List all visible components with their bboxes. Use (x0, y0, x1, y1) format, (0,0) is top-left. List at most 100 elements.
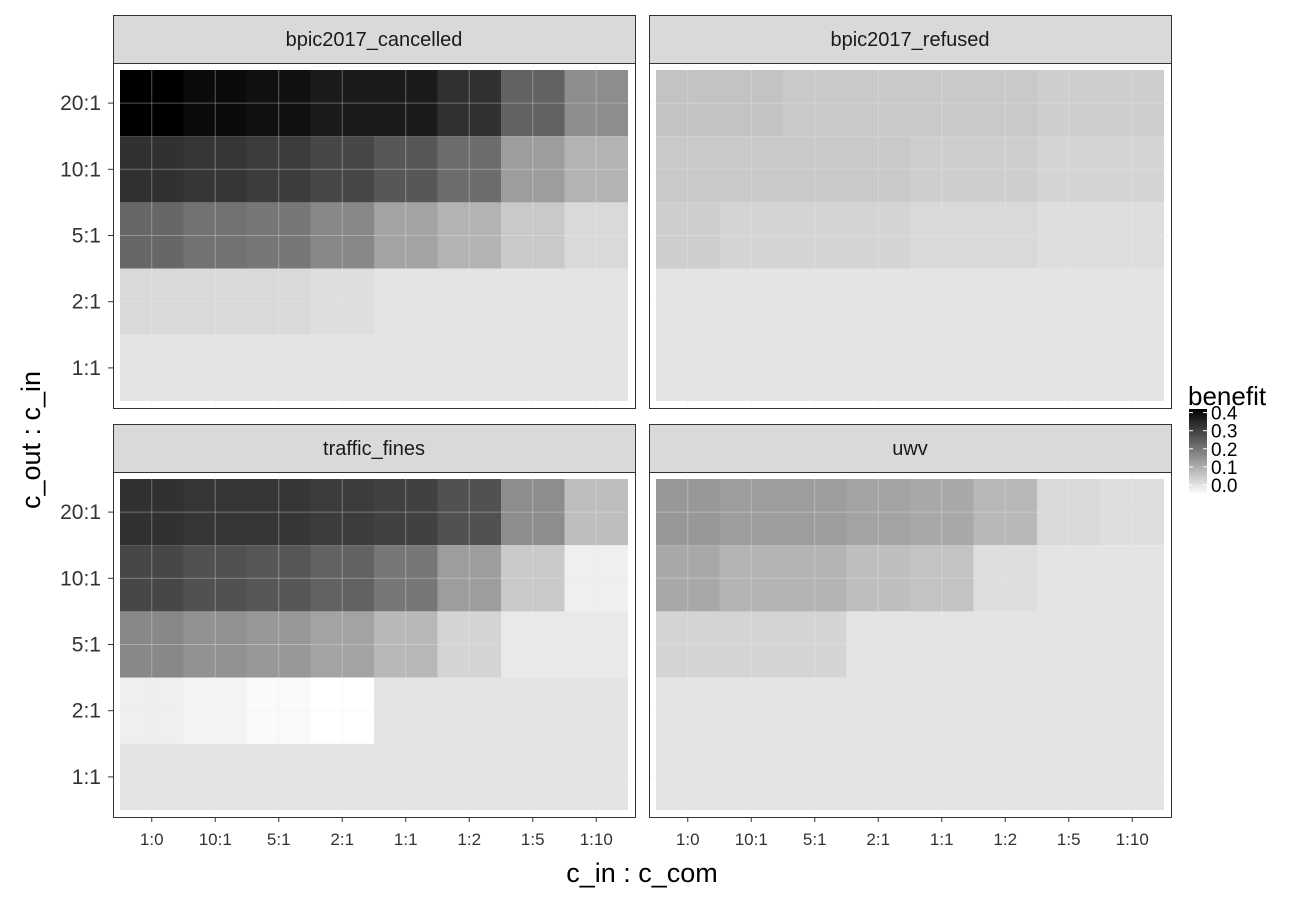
heatmap-tile (910, 334, 974, 401)
heatmap-tile (910, 611, 974, 678)
heatmap-tile (437, 334, 501, 401)
facet-strip-label: bpic2017_refused (830, 29, 989, 51)
heatmap-tile (783, 677, 847, 744)
heatmap-tile (437, 677, 501, 744)
heatmap-tile (1037, 479, 1101, 546)
heatmap-tile (656, 334, 720, 401)
heatmap-tile (501, 136, 565, 203)
heatmap-tile (120, 743, 184, 810)
heatmap-tile (437, 136, 501, 203)
heatmap-tile (310, 268, 374, 335)
y-tick-label: 10:1 (60, 567, 101, 590)
heatmap-tile (374, 677, 438, 744)
x-tick-label: 1:10 (1116, 830, 1149, 849)
heatmap-tile (247, 611, 311, 678)
x-tick-label: 1:5 (521, 830, 545, 849)
heatmap-tile (910, 268, 974, 335)
heatmap-tile (973, 611, 1037, 678)
x-tick-label: 2:1 (866, 830, 890, 849)
x-tick-label: 1:0 (140, 830, 164, 849)
heatmap-tile (973, 743, 1037, 810)
legend-tick-label: 0.1 (1211, 458, 1237, 479)
heatmap-tile (120, 611, 184, 678)
heatmap-tile (846, 479, 910, 546)
x-axis-title: c_in : c_com (566, 858, 718, 888)
heatmap-tile (973, 268, 1037, 335)
x-axis-ticks: 1:0 10:1 5:1 2:1 1:1 1:2 1:5 1:10 1:0 10:1 5:1 2:1 1… (140, 817, 1149, 849)
heatmap-tile (183, 202, 247, 269)
heatmap-tile (183, 334, 247, 401)
x-tick-label: 10:1 (199, 830, 232, 849)
heatmap-tile (247, 334, 311, 401)
heatmap-tile (910, 743, 974, 810)
heatmap-tile (846, 611, 910, 678)
heatmap-tile (1100, 202, 1164, 269)
heatmap-tile (183, 136, 247, 203)
y-tick-label: 20:1 (60, 92, 101, 115)
heatmap-tile (374, 334, 438, 401)
heatmap-tile (910, 545, 974, 612)
heatmap-tile (183, 70, 247, 137)
heatmap-tile (1037, 743, 1101, 810)
facet-bpic2017_refused: bpic2017_refused (649, 15, 1172, 409)
heatmap-tile (656, 202, 720, 269)
heatmap-tile (783, 743, 847, 810)
heatmap-tile (310, 743, 374, 810)
legend-tick-label: 0.4 (1211, 404, 1238, 425)
heatmap-tile (564, 677, 628, 744)
y-tick-label: 2:1 (72, 700, 101, 723)
heatmap-tile (437, 70, 501, 137)
heatmap-tile (1100, 334, 1164, 401)
heatmap-tile (910, 202, 974, 269)
heatmap-tile (183, 743, 247, 810)
heatmap-tile (437, 268, 501, 335)
heatmap-tile (437, 611, 501, 678)
heatmap-tile (247, 136, 311, 203)
heatmap-tile (719, 268, 783, 335)
heatmap-tile (973, 545, 1037, 612)
y-tick-label: 1:1 (72, 766, 101, 789)
facet-strip-label: uwv (892, 438, 928, 460)
heatmap-tile (120, 268, 184, 335)
heatmap-tile (846, 70, 910, 137)
x-tick-label: 1:10 (580, 830, 613, 849)
y-tick-label: 2:1 (72, 291, 101, 314)
x-tick-label: 5:1 (267, 830, 291, 849)
heatmap-tile (973, 70, 1037, 137)
heatmap-tile (1100, 743, 1164, 810)
heatmap-tile (374, 479, 438, 546)
heatmap-tile (120, 136, 184, 203)
heatmap-tile (564, 479, 628, 546)
heatmap-tile (564, 743, 628, 810)
heatmap-tile (120, 202, 184, 269)
heatmap-tile (1037, 611, 1101, 678)
heatmap-tile (910, 677, 974, 744)
heatmap-tile (374, 136, 438, 203)
heatmap-tile (120, 70, 184, 137)
heatmap-tile (1037, 334, 1101, 401)
heatmap-tile (1037, 677, 1101, 744)
heatmap-tile (501, 334, 565, 401)
heatmap-tile (247, 268, 311, 335)
panel-border (113, 472, 636, 818)
heatmap-tile (973, 479, 1037, 546)
heatmap-tile (783, 334, 847, 401)
legend-colorbar (1189, 409, 1207, 494)
heatmap-tile (719, 677, 783, 744)
heatmap-tile (120, 545, 184, 612)
heatmap-tile (973, 202, 1037, 269)
heatmap-tile (501, 677, 565, 744)
heatmap-tile (501, 545, 565, 612)
heatmap-tile (719, 545, 783, 612)
heatmap-tile (846, 334, 910, 401)
heatmap-tile (1100, 268, 1164, 335)
heatmap-tile (656, 545, 720, 612)
heatmap-tile (656, 611, 720, 678)
heatmap-tile (310, 334, 374, 401)
heatmap-tile (374, 611, 438, 678)
heatmap-tile (247, 202, 311, 269)
facet-strip-label: bpic2017_cancelled (286, 29, 463, 51)
heatmap-tile (564, 268, 628, 335)
heatmap-tile (783, 136, 847, 203)
heatmap-tile (846, 743, 910, 810)
